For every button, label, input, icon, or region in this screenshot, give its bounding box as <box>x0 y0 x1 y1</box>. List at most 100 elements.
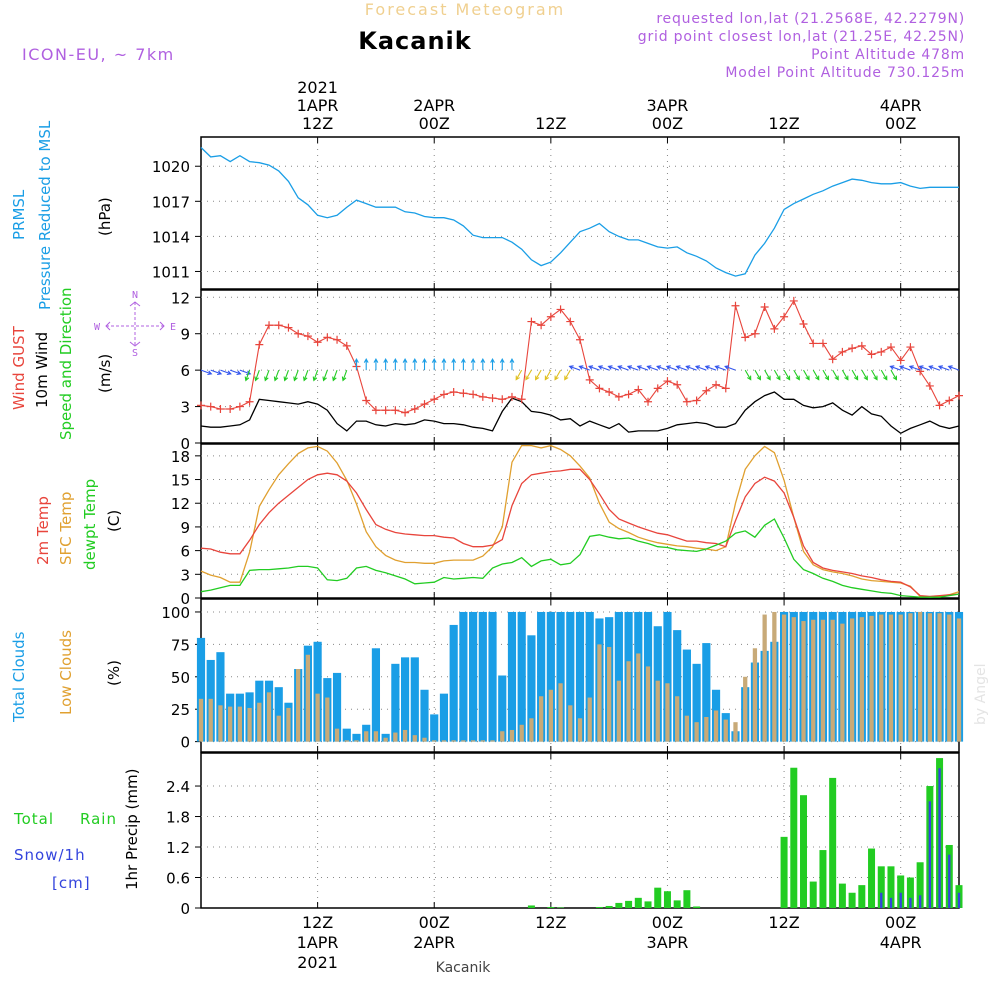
rain-bar <box>906 877 914 908</box>
t2m-label: 2m Temp <box>34 496 52 565</box>
pressure-line <box>200 147 959 277</box>
gust-marker <box>741 333 750 342</box>
rain-bar <box>693 906 701 908</box>
gust-marker <box>546 312 555 321</box>
low-cloud-bar <box>655 680 660 742</box>
y-tick-label: 9 <box>180 519 190 537</box>
low-cloud-bar <box>538 696 544 742</box>
gust-marker <box>945 396 954 405</box>
low-cloud-bar <box>869 615 874 742</box>
rain-bar <box>838 883 846 908</box>
gust-marker <box>517 395 526 404</box>
gust-marker <box>789 296 798 305</box>
gust-marker <box>721 384 730 393</box>
bottom-time-label: 1APR <box>297 933 339 952</box>
low-cloud-bar <box>286 707 291 742</box>
bottom-time-label: 2APR <box>413 933 455 952</box>
wind-arrow <box>937 365 950 371</box>
low-cloud-bar <box>432 740 437 742</box>
y-tick-label: 2.4 <box>166 778 190 796</box>
wind-arrow <box>890 369 898 381</box>
low-cloud-bar <box>461 740 466 742</box>
total-cloud-bar <box>430 714 439 742</box>
gust-label: Wind GUST <box>10 325 28 410</box>
low-cloud-bar <box>402 729 408 742</box>
model-label: ICON-EU, ~ 7km <box>22 45 175 64</box>
wind-arrow <box>200 369 213 376</box>
low-cloud-bar <box>947 614 952 742</box>
rain-bar <box>858 885 866 908</box>
wind-arrow <box>626 365 639 371</box>
y-tick-label: 18 <box>171 448 190 466</box>
low-cloud-bar <box>898 614 903 742</box>
bottom-time-label: 3APR <box>647 933 689 952</box>
low-cloud-bar <box>470 740 476 742</box>
rain-bar <box>887 866 895 908</box>
gust-marker <box>556 305 565 314</box>
wind-arrow <box>793 369 800 381</box>
rain-bar <box>683 890 691 908</box>
y-tick-label: 9 <box>180 326 190 344</box>
low-cloud-bar <box>558 683 563 742</box>
low-cloud-bar <box>529 718 534 742</box>
low-cloud-bar <box>752 648 758 742</box>
low-cloud-bar <box>694 722 699 742</box>
compass-e: E <box>170 322 176 333</box>
wind-arrow <box>451 357 457 371</box>
compass-n: N <box>132 290 138 301</box>
direction-label: Speed and Direction <box>57 287 75 440</box>
total-cloud-bar <box>352 733 361 742</box>
low-cloud-bar <box>781 614 787 742</box>
low-cloud-bar <box>305 654 311 742</box>
gust-marker <box>780 312 789 321</box>
low-cloud-bar <box>772 611 777 742</box>
gust-marker <box>401 408 410 417</box>
wind-arrow <box>822 369 830 381</box>
point-altitude: Point Altitude 478m <box>811 47 965 63</box>
total-cloud-bar <box>585 611 594 742</box>
top-time-label: 00Z <box>652 114 683 133</box>
low-cloud-bar <box>587 697 592 742</box>
wind-arrow <box>293 369 299 382</box>
gust-marker <box>313 338 322 347</box>
gust-marker <box>906 343 915 352</box>
gust-marker <box>653 384 662 393</box>
gust-marker <box>760 303 769 311</box>
total-cloud-bar <box>663 611 672 742</box>
wind-arrow <box>431 357 437 371</box>
y-tick-label: 6 <box>180 362 190 380</box>
plot-area: 1011101410171020036912036912151802550751… <box>152 78 964 972</box>
snow-bar <box>899 892 902 908</box>
compass-icon: N S W E <box>94 290 176 359</box>
rain-bar <box>527 905 535 908</box>
low-cloud-bar <box>607 646 612 742</box>
gust-marker <box>537 321 546 330</box>
bottom-time-label: 00Z <box>652 913 683 932</box>
low-cloud-bar <box>490 740 495 742</box>
grid-point-coords: grid point closest lon,lat (21.25E, 42.2… <box>638 29 965 45</box>
top-time-label: 12Z <box>535 114 566 133</box>
total-cloud-bar <box>216 652 225 742</box>
y-tick-label: 0 <box>180 590 190 608</box>
y-tick-label: 1017 <box>152 193 190 211</box>
y-tick-label: 12 <box>171 289 190 307</box>
y-tick-label: 1014 <box>152 228 190 246</box>
total-clouds-label: Total Clouds <box>10 631 28 723</box>
total-cloud-bar <box>478 611 487 742</box>
footer-location: Kacanik <box>436 960 492 976</box>
gust-marker <box>488 394 497 403</box>
total-cloud-bar <box>614 611 623 742</box>
wind-arrow <box>724 365 736 371</box>
wind-arrow <box>283 369 289 382</box>
low-cloud-bar <box>296 669 301 742</box>
total-cloud-bar <box>410 657 419 742</box>
rain-bar <box>829 777 837 908</box>
gust-marker <box>469 390 478 399</box>
low-cloud-bar <box>198 698 204 742</box>
wind-arrow <box>675 365 688 371</box>
bottom-time-label: 4APR <box>880 933 922 952</box>
gust-marker <box>624 390 633 399</box>
low-cloud-bar <box>373 731 379 742</box>
wind-arrow <box>554 369 562 381</box>
sfc-label: SFC Temp <box>57 492 75 565</box>
